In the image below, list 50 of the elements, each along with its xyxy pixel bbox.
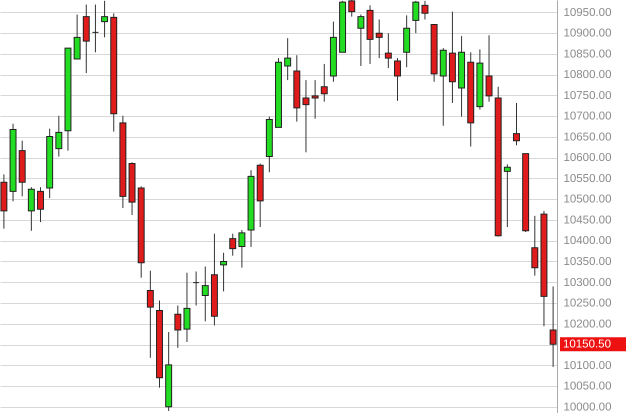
- candlestick: [504, 164, 511, 228]
- y-tick-label: 10300.00: [564, 276, 612, 289]
- y-tick-label: 10750.00: [564, 90, 612, 102]
- candlestick: [531, 215, 538, 276]
- candlestick: [394, 58, 401, 102]
- candlestick: [384, 32, 392, 69]
- candlestick: [421, 0, 428, 20]
- candlestick: [55, 115, 62, 157]
- y-tick-label: 10000.00: [564, 401, 612, 413]
- candlestick: [376, 19, 383, 59]
- candlestick: [183, 272, 190, 343]
- candlestick: [486, 34, 493, 102]
- candlestick: [28, 186, 35, 232]
- text: 10150.50: [563, 338, 611, 350]
- candlestick: [238, 229, 246, 268]
- y-tick-label: 10550.00: [564, 172, 612, 185]
- y-tick-label: 10950.00: [564, 6, 612, 19]
- candlestick: [192, 270, 200, 306]
- candlestick: [92, 4, 99, 53]
- candlestick: [74, 14, 81, 60]
- candlestick: [312, 80, 319, 120]
- y-tick-label: 10050.00: [564, 380, 612, 393]
- y-tick-label: 10650.00: [564, 131, 612, 144]
- y-tick-label: 10100.00: [564, 360, 612, 372]
- candlestick: [101, 0, 108, 38]
- candlestick: [348, 0, 356, 18]
- candlestick: [302, 80, 310, 153]
- y-tick-label: 10600.00: [564, 152, 612, 164]
- candlestick: [320, 63, 328, 102]
- y-tick-label: 10450.00: [564, 214, 612, 226]
- candlestick: [146, 270, 154, 358]
- candlestick: [220, 252, 228, 292]
- candlestick: [550, 286, 557, 368]
- y-tick-label: 10900.00: [564, 28, 612, 40]
- candlestick: [37, 186, 44, 223]
- candlestick: [229, 233, 236, 256]
- candlestick: [357, 14, 364, 66]
- y-tick-label: 10850.00: [564, 48, 612, 60]
- candlestick: [284, 38, 292, 81]
- candlestick: [174, 304, 182, 348]
- candlestick: [412, 0, 420, 34]
- y-tick-label: 10700.00: [564, 110, 612, 123]
- y-tick-label: 10500.00: [564, 194, 612, 206]
- candlestick: [202, 266, 209, 322]
- y-tick-label: 10200.00: [564, 318, 612, 330]
- y-tick-label: 10350.00: [564, 256, 612, 268]
- y-tick-label: 10800.00: [564, 69, 612, 82]
- y-tick-label: 10250.00: [564, 298, 612, 310]
- y-tick-label: 10400.00: [564, 235, 612, 248]
- candlestick: [513, 102, 520, 146]
